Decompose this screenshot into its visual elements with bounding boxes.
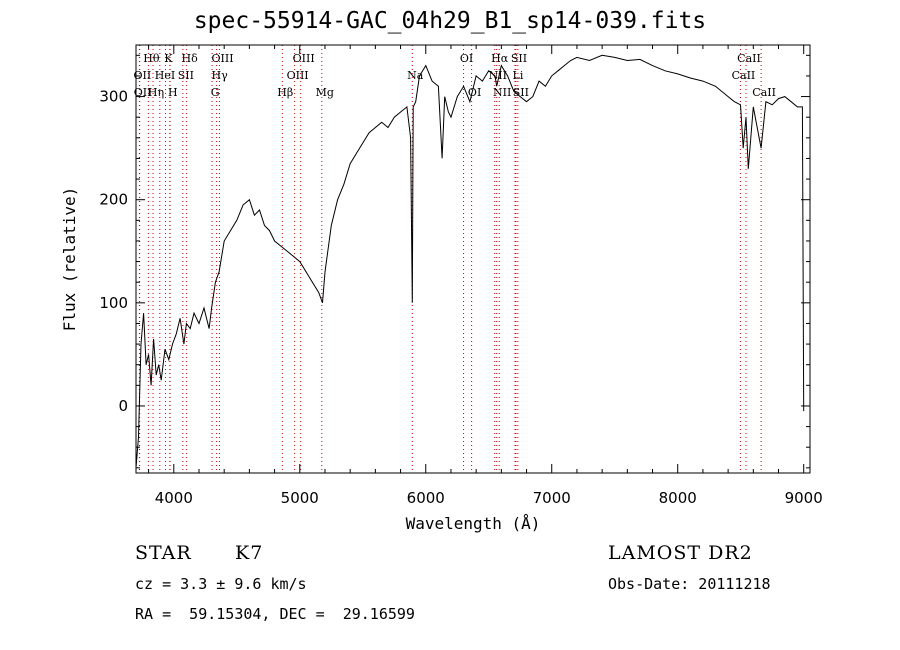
x-tick-label: 9000 xyxy=(785,489,823,507)
y-tick-label: 300 xyxy=(99,88,128,106)
object-subclass: K7 xyxy=(235,542,264,564)
survey-name: LAMOST DR2 xyxy=(608,542,753,564)
line-label-4: OIII xyxy=(293,52,315,65)
sky-coordinates: RA = 59.15304, DEC = 29.16599 xyxy=(135,605,415,623)
line-label-14: OIII xyxy=(287,69,309,82)
x-tick-label: 5000 xyxy=(281,489,319,507)
line-label-2: Hδ xyxy=(182,52,199,65)
y-axis-label: Flux (relative) xyxy=(60,187,79,332)
line-label-5: OI xyxy=(460,52,473,65)
x-tick-label: 4000 xyxy=(155,489,193,507)
x-tick-label: 6000 xyxy=(407,489,445,507)
line-label-12: SII xyxy=(178,69,194,82)
line-label-0: Hθ xyxy=(143,52,160,65)
line-label-25: OI xyxy=(468,86,481,99)
line-label-24: Mg xyxy=(316,86,334,99)
line-label-28: CaII xyxy=(752,86,776,99)
line-label-27: SII xyxy=(513,86,529,99)
line-label-13: Hγ xyxy=(212,69,229,82)
y-tick-label: 0 xyxy=(118,397,128,415)
line-label-6: Hα xyxy=(491,52,509,65)
chart-title: spec-55914-GAC_04h29_B1_sp14-039.fits xyxy=(193,8,707,34)
line-label-20: Hη xyxy=(148,86,164,99)
line-label-15: Na xyxy=(407,69,424,82)
observation-date: Obs-Date: 20111218 xyxy=(608,575,771,593)
line-label-23: Hβ xyxy=(277,86,293,99)
line-label-10: He xyxy=(155,69,171,82)
y-tick-label: 200 xyxy=(99,191,128,209)
x-axis-label: Wavelength (Å) xyxy=(406,514,541,533)
line-label-17: Li xyxy=(513,69,524,82)
line-label-8: CaII xyxy=(737,52,761,65)
line-label-18: CaII xyxy=(732,69,756,82)
line-label-3: OIII xyxy=(211,52,233,65)
line-label-22: G xyxy=(211,86,220,99)
line-label-9: OII xyxy=(134,69,152,82)
line-label-1: K xyxy=(164,52,173,65)
plot-frame xyxy=(135,44,811,474)
line-label-21: H xyxy=(168,86,178,99)
x-tick-label: 8000 xyxy=(659,489,697,507)
y-tick-label: 100 xyxy=(99,294,128,312)
redshift-velocity: cz = 3.3 ± 9.6 km/s xyxy=(135,575,307,593)
line-label-16: NII xyxy=(489,69,507,82)
object-class: STAR xyxy=(135,542,192,564)
line-label-26: NII xyxy=(493,86,511,99)
line-label-7: SII xyxy=(511,52,527,65)
x-tick-label: 7000 xyxy=(533,489,571,507)
line-label-11: I xyxy=(171,69,175,82)
spectrum-line xyxy=(135,54,805,468)
line-label-19: OII xyxy=(134,86,152,99)
